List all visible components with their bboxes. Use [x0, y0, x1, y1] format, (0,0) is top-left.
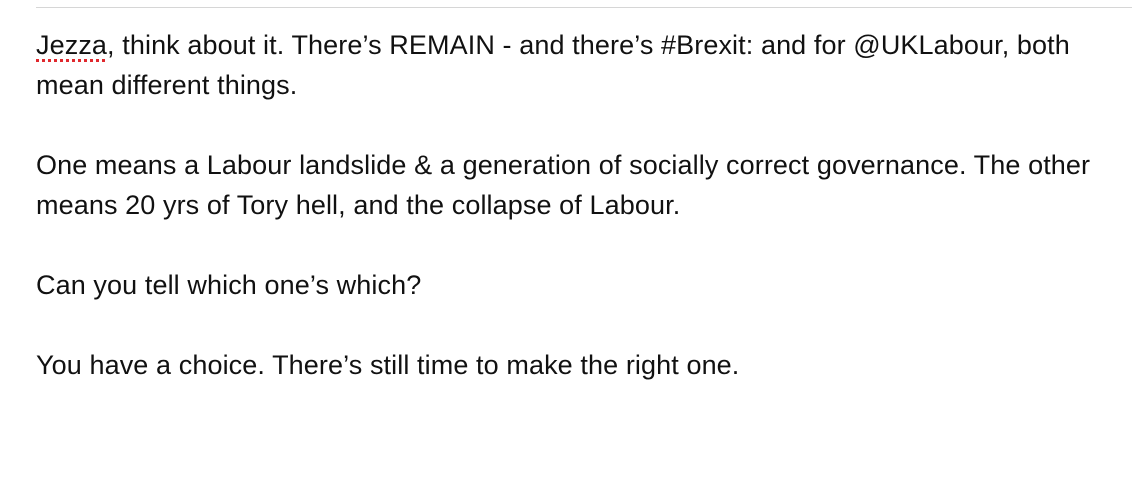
misspelled-word[interactable]: Jezza — [36, 30, 108, 60]
top-divider — [36, 7, 1132, 8]
paragraph-2-text: One means a Labour landslide & a generat… — [36, 150, 1091, 220]
paragraph-2[interactable]: One means a Labour landslide & a generat… — [36, 145, 1116, 225]
paragraph-1-text: , think about it. There’s REMAIN - and t… — [36, 30, 1070, 100]
text-editor[interactable]: Jezza, think about it. There’s REMAIN - … — [36, 25, 1116, 385]
paragraph-3-text: Can you tell which one’s which? — [36, 270, 422, 300]
paragraph-4[interactable]: You have a choice. There’s still time to… — [36, 345, 1116, 385]
paragraph-4-text: You have a choice. There’s still time to… — [36, 350, 740, 380]
paragraph-3[interactable]: Can you tell which one’s which? — [36, 265, 1116, 305]
paragraph-1[interactable]: Jezza, think about it. There’s REMAIN - … — [36, 25, 1116, 105]
